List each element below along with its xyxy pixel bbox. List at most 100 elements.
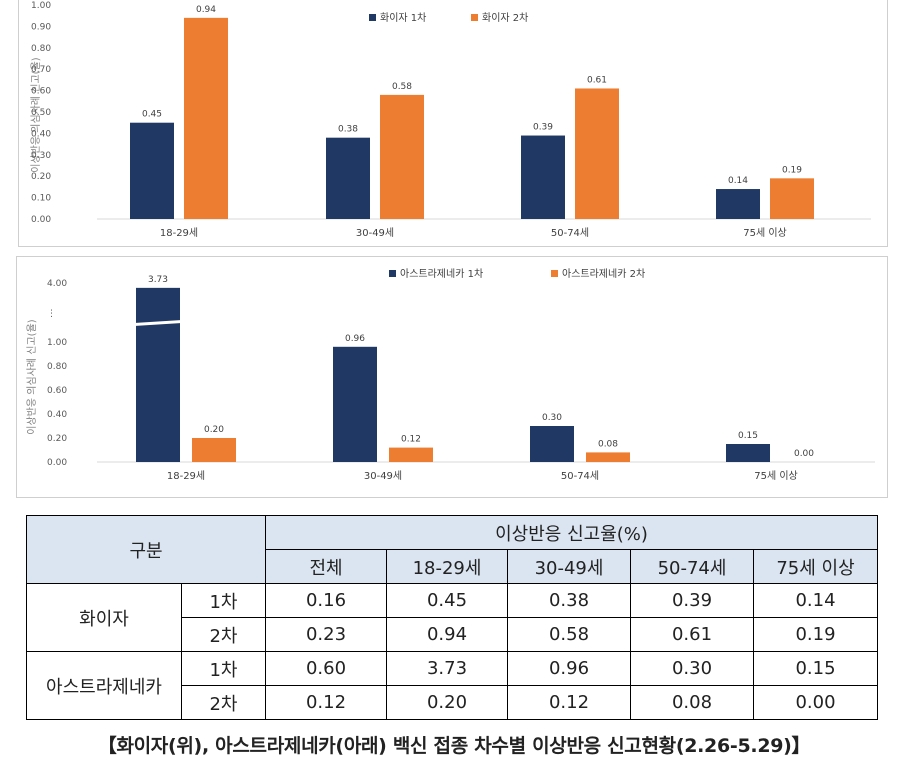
y-tick-label: ⋮ <box>47 309 56 319</box>
bar <box>586 452 630 462</box>
data-label: 3.73 <box>148 275 168 285</box>
column-header: 30-49세 <box>507 549 631 584</box>
category-label: 50-74세 <box>561 470 599 482</box>
y-tick-label: 0.00 <box>31 215 51 225</box>
bar <box>333 346 377 462</box>
y-tick-label: 1.00 <box>31 1 51 11</box>
bar <box>380 94 424 219</box>
y-tick-label: 0.20 <box>31 172 51 182</box>
y-tick-label: 0.10 <box>31 194 51 204</box>
value-cell: 0.16 <box>265 583 387 618</box>
legend-label: 화이자 2차 <box>482 12 528 24</box>
group-header: 구분 <box>26 515 266 584</box>
value-cell: 0.00 <box>752 685 879 720</box>
category-label: 75세 이상 <box>754 470 798 482</box>
category-label: 50-74세 <box>551 227 589 239</box>
column-header: 전체 <box>265 549 387 584</box>
y-tick-label: 0.20 <box>47 434 67 444</box>
data-label: 0.39 <box>533 123 553 133</box>
astrazeneca-chart: 이상반응 의심사례 신고(율) 0.00 0.20 0.40 0.60 0.80 1.00 ⋮… <box>16 256 888 498</box>
y-tick-label: 0.30 <box>31 151 51 161</box>
y-tick-label: 0.60 <box>31 87 51 97</box>
value-cell: 0.14 <box>752 583 879 618</box>
y-tick-label: 4.00 <box>47 279 67 289</box>
value-cell: 0.12 <box>507 685 631 720</box>
value-cell: 0.58 <box>507 617 631 652</box>
data-label: 0.58 <box>392 82 412 92</box>
value-cell: 0.15 <box>752 651 879 686</box>
value-cell: 0.38 <box>507 583 631 618</box>
bar <box>575 88 619 220</box>
value-cell: 0.94 <box>386 617 508 652</box>
axis-break-mark <box>134 320 182 326</box>
value-cell: 0.19 <box>752 617 879 652</box>
y-tick-label: 0.40 <box>47 410 67 420</box>
y-tick-label: 0.80 <box>47 362 67 372</box>
vaccine-name-cell: 아스트라제네카 <box>26 651 182 720</box>
data-label: 0.20 <box>204 425 224 435</box>
bar <box>726 444 770 462</box>
value-cell: 0.61 <box>630 617 754 652</box>
data-label: 0.96 <box>345 334 365 344</box>
category-label: 18-29세 <box>167 470 205 482</box>
bar <box>716 189 760 219</box>
adverse-reaction-table: 구분 이상반응 신고율(%) 전체 18-29세 30-49세 50-74세 7… <box>26 515 879 720</box>
data-label: 0.94 <box>196 5 216 15</box>
y-tick-label: 0.40 <box>31 129 51 139</box>
data-label: 0.00 <box>794 449 814 459</box>
value-cell: 0.96 <box>507 651 631 686</box>
y-tick-label: 0.80 <box>31 44 51 54</box>
bar <box>192 438 236 462</box>
dose-cell: 2차 <box>181 685 266 720</box>
table-row: 2차 0.23 0.94 0.58 0.61 0.19 <box>27 617 879 652</box>
category-label: 30-49세 <box>356 227 394 239</box>
bar <box>770 178 814 219</box>
table-row: 아스트라제네카 1차 0.60 3.73 0.96 0.30 0.15 <box>26 651 879 720</box>
rate-header: 이상반응 신고율(%) <box>264 515 879 550</box>
data-label: 0.19 <box>782 165 802 175</box>
value-cell: 0.20 <box>386 685 508 720</box>
column-header: 50-74세 <box>630 549 754 584</box>
dose-cell: 1차 <box>181 583 266 618</box>
category-label: 75세 이상 <box>743 227 787 239</box>
pfizer-chart-svg: 이상반응 의심사례 신고(율) 0.00 0.10 0.20 0.30 0.40 0.50 0… <box>30 1 871 239</box>
data-label: 0.08 <box>598 439 618 449</box>
astrazeneca-chart-svg: 이상반응 의심사례 신고(율) 0.00 0.20 0.40 0.60 0.80 1.00 ⋮… <box>26 268 875 482</box>
bar <box>184 17 228 220</box>
vaccine-name-cell: 화이자 <box>26 583 182 652</box>
data-label: 0.45 <box>142 110 162 120</box>
figure-caption: 【화이자(위), 아스트라제네카(아래) 백신 접종 차수별 이상반응 신고현황… <box>97 735 811 757</box>
data-label: 0.61 <box>587 75 607 85</box>
bar <box>389 447 433 462</box>
dose-cell: 2차 <box>181 617 266 652</box>
y-tick-label: 0.50 <box>31 108 51 118</box>
y-tick-label: 0.90 <box>31 22 51 32</box>
legend-swatch <box>551 270 558 277</box>
value-cell: 0.60 <box>265 651 387 686</box>
bar <box>530 426 574 462</box>
bar <box>136 287 180 462</box>
legend-label: 화이자 1차 <box>380 12 426 24</box>
value-cell: 0.45 <box>386 583 508 618</box>
pfizer-chart: 이상반응 의심사례 신고(율) 0.00 0.10 0.20 0.30 0.40 0.50 0… <box>18 0 888 247</box>
data-label: 0.14 <box>728 176 748 186</box>
legend-label: 아스트라제네카 2차 <box>562 268 645 280</box>
data-label: 0.30 <box>542 413 562 423</box>
legend-swatch <box>369 14 376 21</box>
value-cell: 0.23 <box>265 617 387 652</box>
category-label: 18-29세 <box>160 227 198 239</box>
column-header: 18-29세 <box>386 549 508 584</box>
y-tick-label: 0.60 <box>47 386 67 396</box>
y-axis-title: 이상반응 의심사례 신고(율) <box>26 319 38 434</box>
value-cell: 0.39 <box>630 583 754 618</box>
bar <box>130 122 174 219</box>
value-cell: 0.08 <box>630 685 754 720</box>
legend-label: 아스트라제네카 1차 <box>400 268 483 280</box>
y-tick-label: 0.70 <box>31 65 51 75</box>
bar <box>521 135 565 219</box>
data-label: 0.38 <box>338 125 358 135</box>
y-axis-title: 이상반응 의심사례 신고(율) <box>30 57 42 172</box>
value-cell: 3.73 <box>386 651 508 686</box>
bar <box>326 137 370 219</box>
data-label: 0.12 <box>401 435 421 445</box>
